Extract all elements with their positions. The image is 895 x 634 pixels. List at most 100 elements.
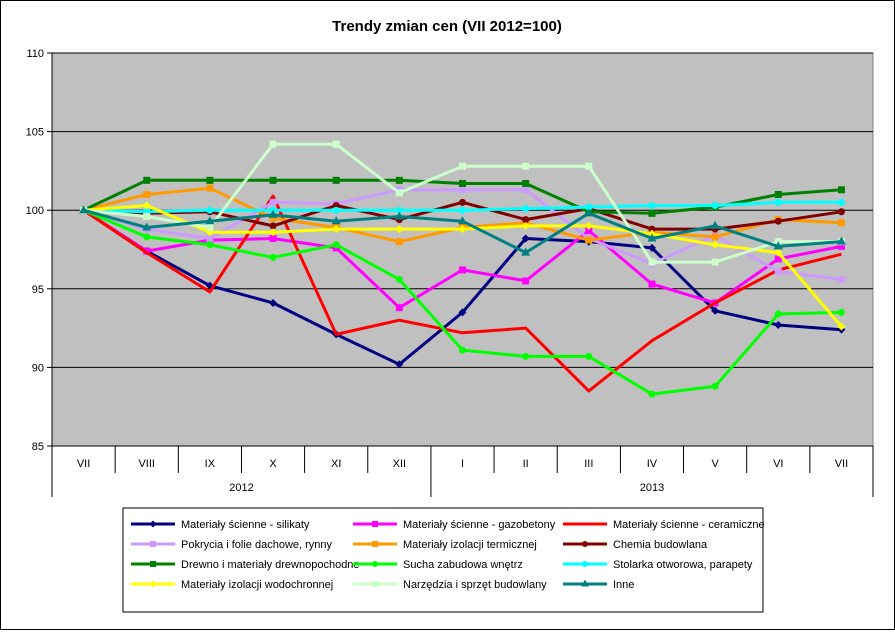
legend-label: Stolarka otworowa, parapety [613,559,753,571]
data-point [584,208,594,217]
data-point [581,579,589,587]
data-point [521,247,531,256]
data-point [521,234,530,243]
data-point [837,219,845,227]
data-point [585,236,593,244]
data-point [332,225,341,234]
legend-label: Narzędzia i sprzęt budowlany [403,579,547,591]
data-point [269,234,277,242]
data-point [585,352,593,360]
legend-item: Materiały ścienne - gazobetony [353,519,556,531]
data-point [206,241,214,249]
x-tick-label: XI [331,458,341,470]
data-point [269,253,277,261]
data-point [647,243,656,252]
data-point [149,520,157,528]
data-point [394,211,404,220]
data-point [331,216,341,225]
data-point [395,206,403,214]
legend-label: Materiały ścienne - ceramiczne [613,519,765,531]
legend-item: Materiały ścienne - ceramiczne [563,519,765,531]
data-point [206,234,214,242]
data-point [150,561,156,567]
data-point [269,222,277,230]
legend-item: Narzędzia i sprzęt budowlany [353,579,547,591]
year-label: 2013 [640,482,664,494]
data-point [395,225,404,234]
legend-item: Chemia budowlana [563,539,708,551]
data-point [711,233,719,241]
data-point [269,228,278,237]
data-point [647,233,657,242]
data-point [774,217,782,225]
data-point [585,203,593,211]
legend-label: Materiały izolacji wodochronnej [181,579,333,591]
x-tick-label: IX [205,458,216,470]
data-point [648,258,656,266]
data-point [269,176,277,184]
legend-box [122,507,764,613]
data-point [459,346,466,354]
y-tick-label: 110 [26,48,44,60]
data-point [582,561,588,567]
data-point [837,308,845,316]
data-point [711,240,720,249]
legend-item: Inne [563,579,634,591]
data-point [837,322,846,331]
legend-item: Stolarka otworowa, parapety [563,559,753,571]
data-point [458,308,467,317]
data-point [710,220,720,229]
data-point [143,233,151,241]
legend-label: Sucha zabudowa wnętrz [403,559,523,571]
data-point [395,176,403,184]
data-point [269,140,277,148]
data-point [648,280,656,288]
data-point [585,162,593,170]
data-point [395,189,403,197]
data-point [711,258,719,266]
data-point [269,214,277,222]
data-point [522,162,530,170]
data-point [522,216,530,224]
data-point [837,186,845,194]
year-label: 2012 [229,482,253,494]
data-point [521,221,530,230]
data-point [459,179,466,187]
y-tick-label: 85 [32,441,44,453]
data-point [372,521,378,527]
data-point [774,248,783,257]
data-point [206,206,214,214]
data-point [837,242,845,250]
data-point [206,184,214,192]
chart-title: Trendy zmian cen (VII 2012=100) [332,18,562,35]
data-point [372,541,378,547]
legend-label: Materiały ścienne - silikaty [181,519,310,531]
data-point [711,201,719,209]
data-point [648,225,656,233]
data-point [459,206,466,214]
data-point [459,162,466,170]
y-tick-label: 95 [32,284,44,296]
data-point [774,310,782,318]
data-point [206,223,214,231]
data-point [522,205,530,213]
data-point [372,581,378,587]
data-point [458,225,467,234]
data-point [395,238,403,246]
data-point [774,268,782,276]
legend-item: Materiały ścienne - silikaty [131,519,310,531]
data-point [648,390,656,398]
plot-area [51,52,874,447]
data-point [774,190,782,198]
x-tick-label: III [584,458,593,470]
legend-label: Inne [613,579,634,591]
legend-item: Materiały izolacji wodochronnej [131,579,333,591]
data-point [268,209,278,218]
x-tick-label: VII [77,458,90,470]
data-point [150,541,156,547]
data-point [837,208,845,216]
legend-label: Materiały ścienne - gazobetony [403,519,556,531]
